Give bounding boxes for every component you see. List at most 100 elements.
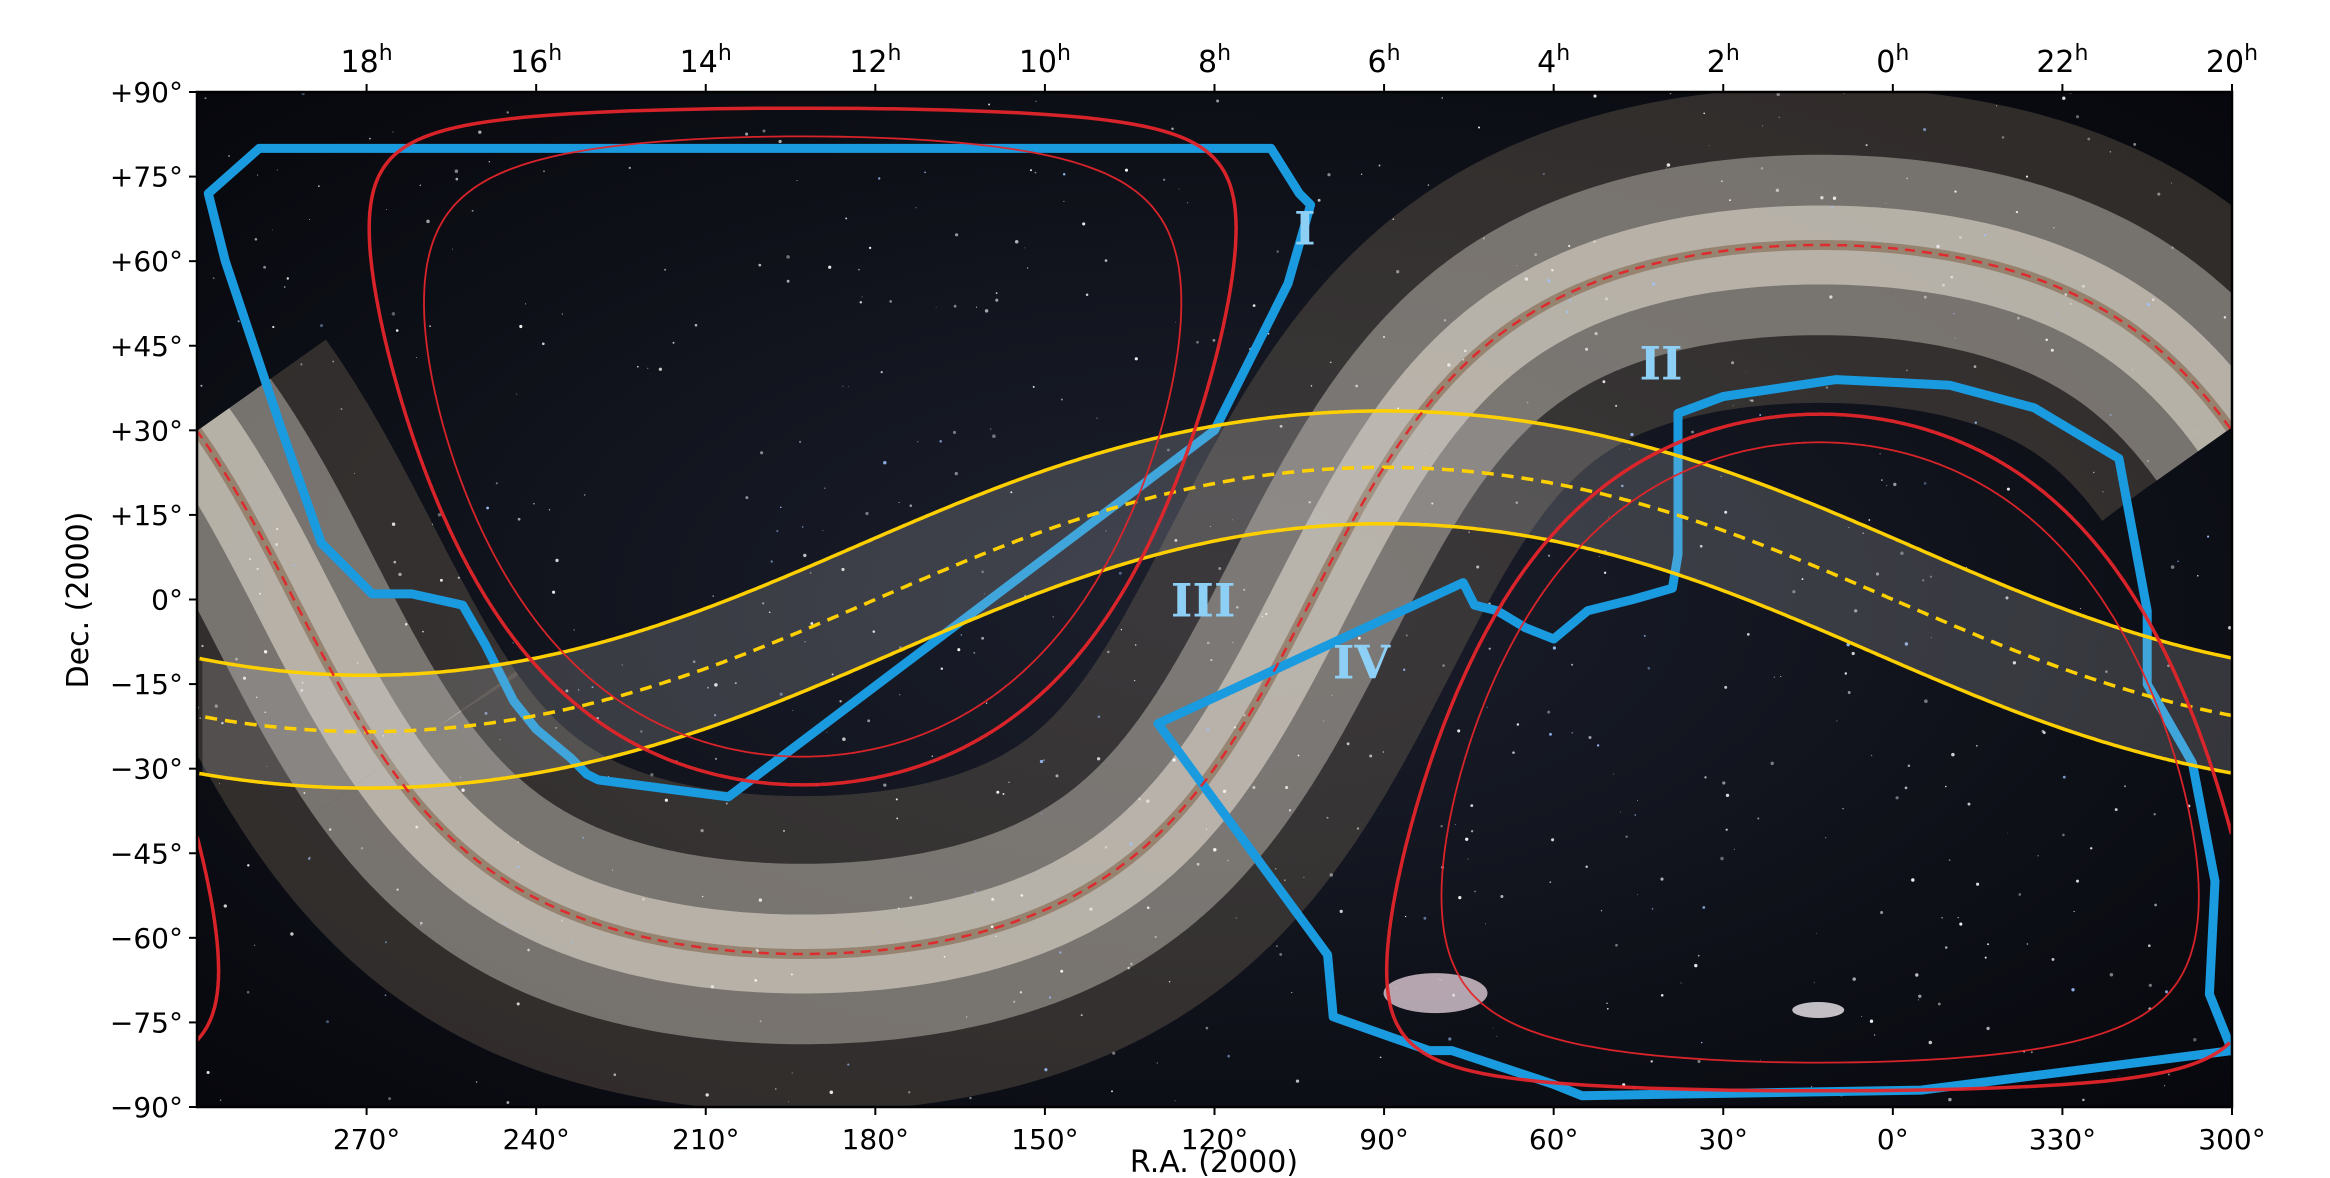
star xyxy=(611,869,613,871)
star xyxy=(319,324,324,328)
star xyxy=(1760,1059,1762,1061)
star xyxy=(583,494,586,496)
star xyxy=(1976,882,1980,886)
star xyxy=(1496,1035,1498,1037)
star xyxy=(714,683,718,687)
star xyxy=(1019,991,1023,994)
star xyxy=(1906,177,1909,180)
star xyxy=(1936,244,1940,249)
star xyxy=(420,924,422,926)
star xyxy=(1232,641,1234,644)
star xyxy=(960,634,963,636)
star xyxy=(1112,1051,1116,1055)
star xyxy=(2148,983,2152,988)
y-axis-label: Dec. (2000) xyxy=(61,512,96,689)
star xyxy=(1186,202,1189,204)
star xyxy=(1724,510,1728,514)
star xyxy=(1120,628,1123,631)
top-tick-label: 20h xyxy=(2206,41,2258,80)
star xyxy=(940,667,944,670)
star xyxy=(924,171,926,174)
star xyxy=(1196,340,1199,344)
x-tick-label: 150° xyxy=(1011,1123,1078,1156)
star xyxy=(272,325,275,329)
star xyxy=(1227,1054,1231,1058)
star xyxy=(1295,1079,1300,1083)
star xyxy=(1848,527,1850,528)
star xyxy=(1929,575,1932,578)
star xyxy=(880,370,883,374)
star xyxy=(1571,663,1574,666)
star xyxy=(457,576,460,579)
x-axis-label: R.A. (2000) xyxy=(1130,1145,1298,1178)
x-tick-label: 210° xyxy=(672,1123,739,1156)
star xyxy=(577,689,580,691)
star xyxy=(1284,879,1286,881)
star xyxy=(1585,865,1588,868)
star xyxy=(1178,188,1180,190)
star xyxy=(471,209,474,212)
star xyxy=(1512,751,1515,754)
star xyxy=(1620,811,1622,813)
star xyxy=(974,890,977,893)
star xyxy=(1720,475,1722,477)
star xyxy=(504,923,507,925)
star xyxy=(1303,876,1305,878)
star xyxy=(1593,94,1597,98)
star xyxy=(1478,126,1480,129)
star xyxy=(1598,556,1600,557)
star xyxy=(1680,982,1682,984)
star xyxy=(454,169,459,173)
star xyxy=(235,657,238,661)
star xyxy=(1588,735,1592,740)
top-tick-label: 2h xyxy=(1707,41,1740,80)
star xyxy=(1868,519,1871,521)
star xyxy=(257,174,259,176)
star xyxy=(2015,211,2018,214)
star xyxy=(1605,297,1608,301)
star xyxy=(1950,275,1954,279)
star xyxy=(382,734,385,737)
star xyxy=(2171,246,2174,249)
star xyxy=(1996,105,1998,107)
star xyxy=(1378,164,1381,167)
top-tick-label: 12h xyxy=(849,41,901,80)
star xyxy=(1396,270,1400,274)
star xyxy=(1602,380,1606,384)
star xyxy=(1572,295,1574,297)
star xyxy=(415,825,419,829)
star xyxy=(1118,571,1122,575)
star xyxy=(1356,827,1360,830)
star xyxy=(1836,720,1838,722)
galactic-latitude-line xyxy=(1384,412,2232,1093)
star xyxy=(439,578,443,582)
star xyxy=(1801,578,1804,581)
star xyxy=(824,487,826,489)
star xyxy=(990,925,994,929)
star xyxy=(1954,190,1957,193)
star xyxy=(2118,1075,2120,1077)
star xyxy=(223,904,227,908)
star xyxy=(219,1099,222,1101)
star xyxy=(1880,910,1884,915)
star xyxy=(1205,1026,1209,1030)
star xyxy=(2069,303,2072,305)
star xyxy=(1915,973,1919,977)
star xyxy=(705,1093,709,1097)
star xyxy=(1233,726,1236,729)
star xyxy=(2064,293,2068,296)
ecliptic-band xyxy=(199,409,2232,790)
star xyxy=(1423,916,1427,920)
star xyxy=(276,169,279,171)
star xyxy=(1357,636,1361,640)
star xyxy=(1130,962,1133,966)
star xyxy=(1331,694,1333,696)
star xyxy=(842,385,844,387)
star xyxy=(395,329,399,332)
star xyxy=(1097,715,1101,718)
star xyxy=(628,166,631,169)
star xyxy=(1526,401,1529,404)
region-I-outline xyxy=(203,143,1316,802)
y-tick-label: −15° xyxy=(110,668,183,701)
region-label-III: III xyxy=(1171,573,1236,627)
